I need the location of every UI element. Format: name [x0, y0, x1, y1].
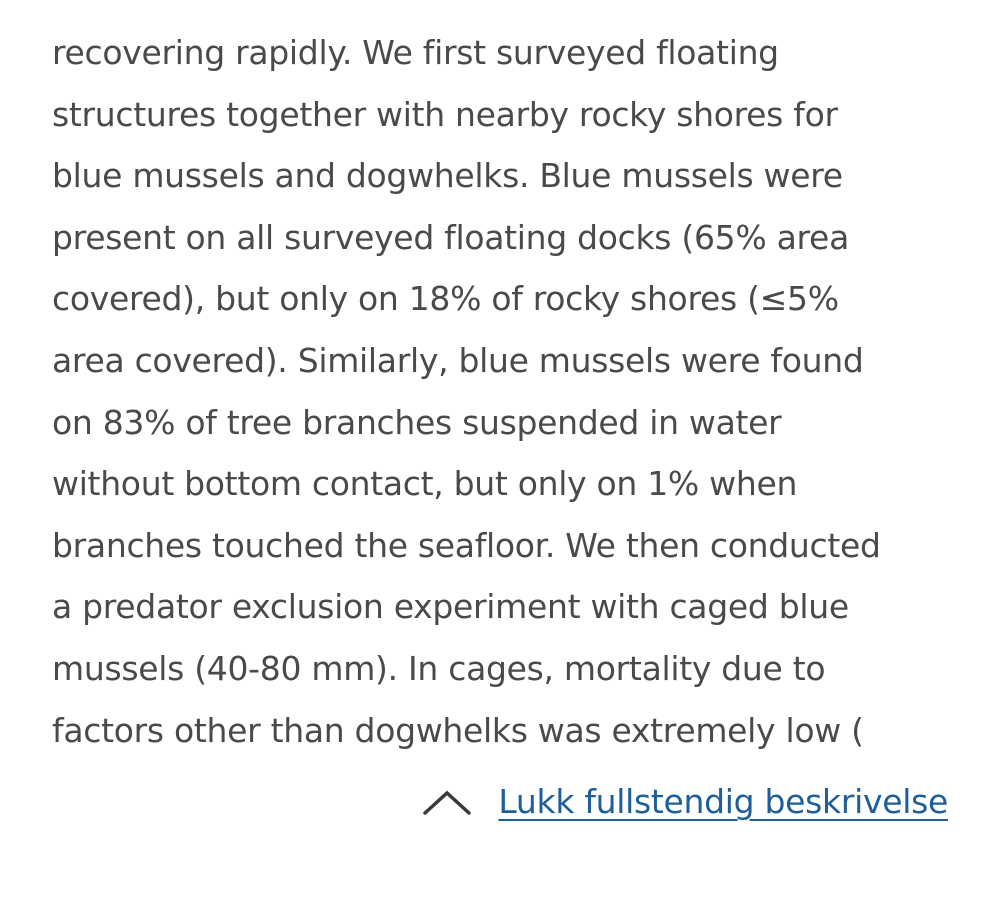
- chevron-up-icon[interactable]: [422, 787, 472, 817]
- text-line: area covered). Similarly, blue mussels w…: [52, 340, 864, 380]
- text-line: on 83% of tree branches suspended in wat…: [52, 402, 782, 442]
- text-line: structures together with nearby rocky sh…: [52, 94, 838, 134]
- text-line: without bottom contact, but only on 1% w…: [52, 464, 798, 504]
- text-line: mussels (40-80 mm). In cages, mortality …: [52, 648, 826, 688]
- collapse-description-link[interactable]: Lukk fullstendig beskrivelse: [498, 782, 948, 821]
- text-line: a predator exclusion experiment with cag…: [52, 587, 849, 627]
- text-line: present on all surveyed floating docks (…: [52, 217, 849, 257]
- collapse-description-toggle[interactable]: Lukk fullstendig beskrivelse: [422, 782, 948, 821]
- text-line: covered), but only on 18% of rocky shore…: [52, 279, 839, 319]
- text-line: factors other than dogwhelks was extreme…: [52, 710, 864, 750]
- description-text: recovering rapidly. We first surveyed fl…: [52, 22, 992, 761]
- text-line: recovering rapidly. We first surveyed fl…: [52, 33, 779, 72]
- text-line: branches touched the seafloor. We then c…: [52, 525, 881, 565]
- text-line: blue mussels and dogwhelks. Blue mussels…: [52, 156, 843, 196]
